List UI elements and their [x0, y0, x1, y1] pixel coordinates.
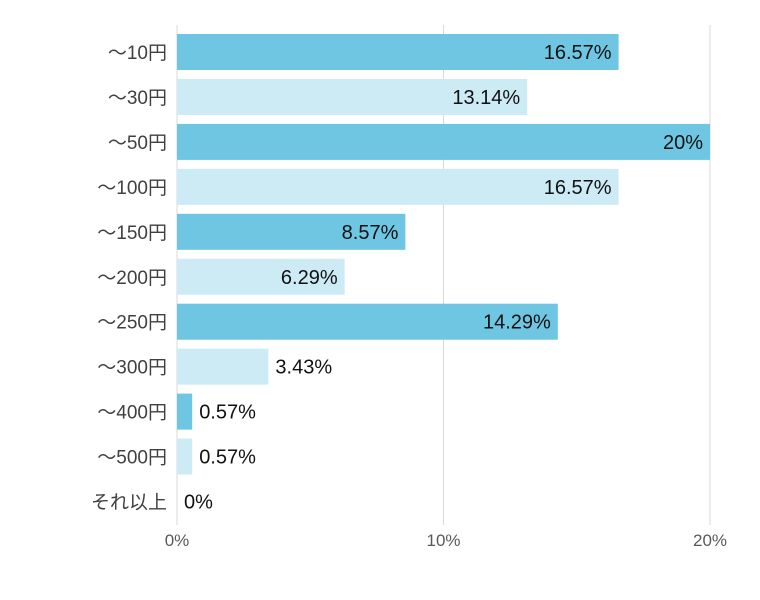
bar	[177, 213, 406, 250]
category-label: ～30円	[108, 88, 167, 109]
data-label: 14.29%	[483, 312, 551, 334]
category-label: ～200円	[97, 268, 167, 289]
data-label: 6.29%	[281, 267, 338, 289]
data-label: 0%	[184, 492, 213, 514]
category-label: ～400円	[97, 403, 167, 424]
data-label: 8.57%	[342, 222, 399, 244]
data-label: 0.57%	[199, 402, 256, 424]
category-label: ～150円	[97, 223, 167, 244]
category-label: ～100円	[97, 178, 167, 199]
data-label: 16.57%	[544, 177, 612, 199]
data-labels: 16.57% 13.14% 20% 16.57% 8.57% 6.29% 14.29% 3.4…	[184, 42, 703, 514]
data-label: 3.43%	[275, 357, 332, 379]
x-tick-label: 10%	[426, 531, 460, 550]
data-label: 13.14%	[452, 87, 520, 109]
category-labels: ～10円 ～30円 ～50円 ～100円 ～150円 ～200円 ～250円 ～300円 ～40…	[91, 43, 167, 514]
bar	[177, 393, 193, 430]
bar	[177, 123, 710, 160]
category-label: ～250円	[97, 313, 167, 334]
bar	[177, 168, 619, 205]
x-tick-label: 0%	[165, 531, 190, 550]
category-label: ～500円	[97, 448, 167, 469]
bar	[177, 258, 345, 295]
bar	[177, 348, 269, 385]
data-label: 16.57%	[544, 42, 612, 64]
x-tick-labels: 0% 10% 20%	[165, 531, 727, 550]
data-label: 0.57%	[199, 447, 256, 469]
bar	[177, 303, 558, 340]
bar	[177, 78, 528, 115]
category-label: ～300円	[97, 358, 167, 379]
data-label: 20%	[663, 132, 703, 154]
category-label: ～50円	[108, 133, 167, 154]
category-label: ～10円	[108, 43, 167, 64]
bar	[177, 438, 193, 475]
bars	[177, 34, 710, 475]
bar	[177, 34, 619, 70]
category-label: それ以上	[91, 492, 167, 514]
x-tick-label: 20%	[693, 531, 727, 550]
